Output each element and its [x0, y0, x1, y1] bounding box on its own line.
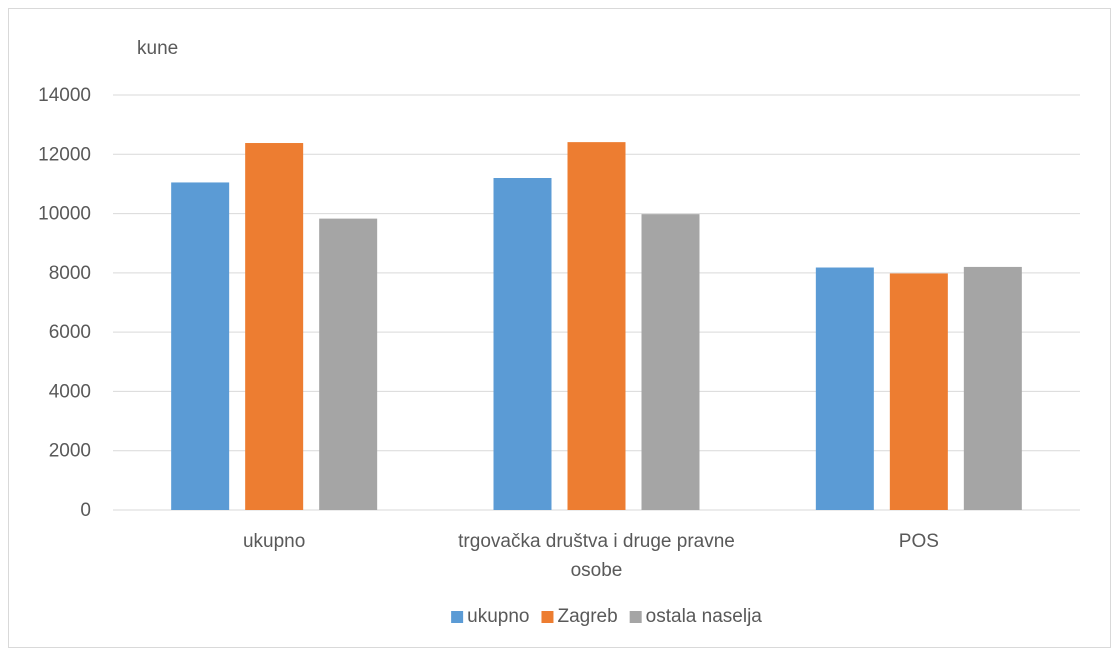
bar-ostala-naselja-2: [963, 266, 1022, 510]
legend: ukupno Zagreb ostala naselja: [451, 606, 762, 627]
y-tick-label: 4000: [49, 381, 91, 402]
y-tick-label: 0: [80, 500, 91, 521]
legend-label: ostala naselja: [646, 606, 763, 627]
category-label: POS: [899, 531, 939, 552]
x-axis-categories: ukupno trgovačka društva i druge pravne os…: [243, 531, 939, 581]
legend-label: Zagreb: [557, 606, 617, 627]
y-tick-label: 10000: [38, 204, 91, 225]
y-unit-label: kune: [137, 38, 178, 59]
bar-ukupno-1: [493, 178, 552, 510]
y-tick-label: 8000: [49, 263, 91, 284]
category-label: trgovačka društva i druge pravne: [458, 531, 735, 552]
legend-swatch: [541, 611, 554, 623]
bar-ukupno-0: [171, 182, 230, 511]
bar-ukupno-2: [815, 267, 874, 510]
legend-swatch: [451, 611, 464, 623]
category-label: ukupno: [243, 531, 305, 552]
y-tick-label: 2000: [49, 441, 91, 462]
legend-label: ukupno: [467, 606, 529, 627]
y-tick-label: 14000: [38, 85, 91, 106]
legend-swatch: [629, 611, 642, 623]
y-axis-ticks: 0 2000 4000 6000 8000 10000 12000 14000: [38, 85, 91, 521]
category-label: osobe: [571, 560, 623, 581]
bars: [171, 142, 1022, 511]
bar-ostala-naselja-0: [319, 218, 378, 510]
bar-zagreb-1: [567, 142, 626, 510]
bar-zagreb-0: [245, 143, 304, 510]
bar-zagreb-2: [889, 273, 948, 510]
bar-ostala-naselja-1: [641, 214, 700, 510]
y-tick-label: 6000: [49, 322, 91, 343]
y-tick-label: 12000: [38, 144, 91, 165]
